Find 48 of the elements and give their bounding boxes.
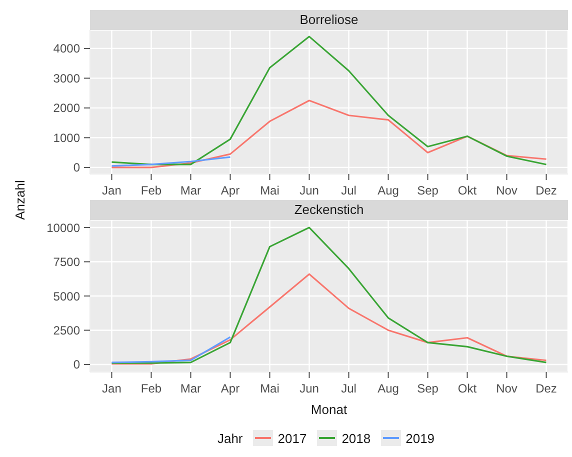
x-tick-label: Jan bbox=[102, 184, 122, 198]
x-tick-label: Nov bbox=[496, 382, 518, 396]
x-tick-label: Mar bbox=[180, 184, 202, 198]
x-tick-label: Apr bbox=[220, 382, 240, 396]
y-tick-label: 3000 bbox=[53, 71, 80, 86]
legend-title: Jahr bbox=[217, 430, 243, 446]
x-tick-label: Nov bbox=[496, 184, 518, 198]
line-series bbox=[110, 156, 232, 167]
line-series bbox=[110, 336, 232, 364]
y-tick-label: 2500 bbox=[53, 323, 80, 338]
line-series bbox=[110, 36, 548, 166]
y-axis-title: Anzahl bbox=[12, 180, 28, 220]
y-tick-label: 4000 bbox=[53, 42, 80, 56]
y-tick-label: 2000 bbox=[53, 101, 80, 116]
x-tick-label: Sep bbox=[417, 382, 439, 396]
y-tick-label: 1000 bbox=[53, 130, 80, 145]
y-tick-label: 0 bbox=[73, 160, 80, 175]
x-tick-label: Okt bbox=[458, 382, 478, 396]
y-tick-label: 5000 bbox=[53, 289, 80, 304]
x-tick-label: Mar bbox=[180, 382, 202, 396]
x-axis-title: Monat bbox=[310, 402, 348, 417]
x-tick-label: Feb bbox=[140, 184, 162, 198]
line-series bbox=[110, 100, 548, 168]
x-tick-label: Dez bbox=[536, 184, 557, 198]
chart-title: Borreliose bbox=[90, 10, 568, 30]
x-tick-label: Mai bbox=[260, 382, 280, 396]
y-tick-label: 10000 bbox=[46, 220, 80, 235]
x-tick-label: Sep bbox=[417, 184, 439, 198]
x-tick-label: Jul bbox=[341, 382, 356, 396]
x-tick-label: Jul bbox=[341, 184, 356, 198]
legend-label: 2017 bbox=[278, 430, 307, 446]
x-tick-label: Mai bbox=[260, 184, 280, 198]
x-tick-label: Jun bbox=[300, 184, 319, 198]
y-tick-label: 7500 bbox=[53, 255, 80, 270]
x-tick-label: Aug bbox=[378, 382, 399, 396]
legend-label: 2019 bbox=[406, 430, 435, 446]
x-tick-label: Dez bbox=[536, 382, 557, 396]
y-tick-label: 0 bbox=[73, 358, 80, 372]
x-tick-label: Feb bbox=[140, 382, 162, 396]
x-tick-label: Okt bbox=[458, 184, 478, 198]
line-series bbox=[110, 273, 548, 365]
x-tick-label: Jun bbox=[300, 382, 319, 396]
x-tick-label: Jan bbox=[102, 382, 122, 396]
x-tick-label: Aug bbox=[378, 184, 399, 198]
chart-title: Zeckenstich bbox=[90, 200, 568, 220]
x-tick-label: Apr bbox=[220, 184, 240, 198]
line-series bbox=[110, 226, 548, 364]
legend-label: 2018 bbox=[342, 430, 371, 446]
